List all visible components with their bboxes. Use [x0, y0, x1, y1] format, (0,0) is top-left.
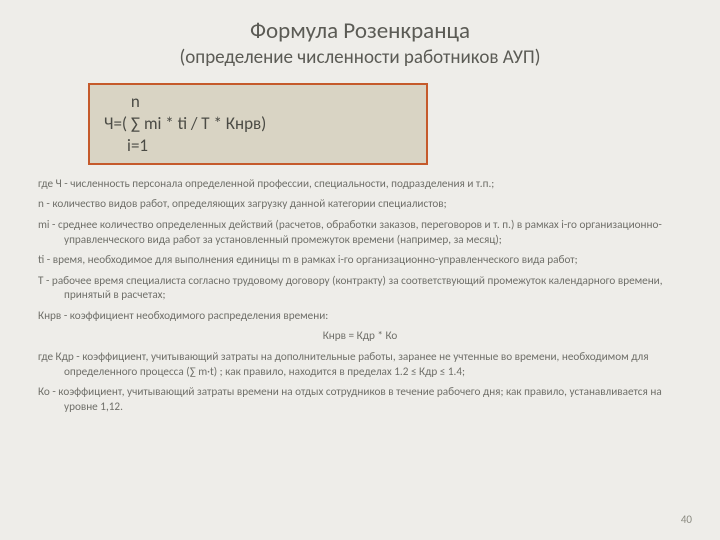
para-ch: где Ч - численность персонала определенн… — [38, 177, 682, 192]
page-number: 40 — [681, 513, 692, 526]
para-ko: Ко - коэффициент, учитывающий затраты вр… — [38, 385, 682, 414]
formula-line-2: Ч=( ∑ mi * ti / T * Кнрв) — [104, 113, 414, 135]
para-knrv: Кнрв - коэффициент необходимого распреде… — [38, 309, 682, 324]
para-mi: mi - среднее количество определенных дей… — [38, 218, 682, 247]
para-ti: ti - время, необходимое для выполнения е… — [38, 253, 682, 268]
body-text: где Ч - численность персонала определенн… — [38, 177, 682, 414]
para-knrv-formula: Кнрв = Кдр * Ко — [38, 329, 682, 344]
para-kdr: где Кдр - коэффициент, учитывающий затра… — [38, 350, 682, 379]
para-n: n - количество видов работ, определяющих… — [38, 197, 682, 212]
slide-subtitle: (определение численности работников АУП) — [38, 46, 682, 69]
formula-line-3: i=1 — [104, 135, 414, 157]
formula-line-1: n — [104, 91, 414, 113]
slide-title: Формула Розенкранца — [38, 18, 682, 46]
formula-box: n Ч=( ∑ mi * ti / T * Кнрв) i=1 — [88, 83, 428, 165]
para-t: T - рабочее время специалиста согласно т… — [38, 274, 682, 303]
slide: Формула Розенкранца (определение численн… — [0, 0, 720, 414]
